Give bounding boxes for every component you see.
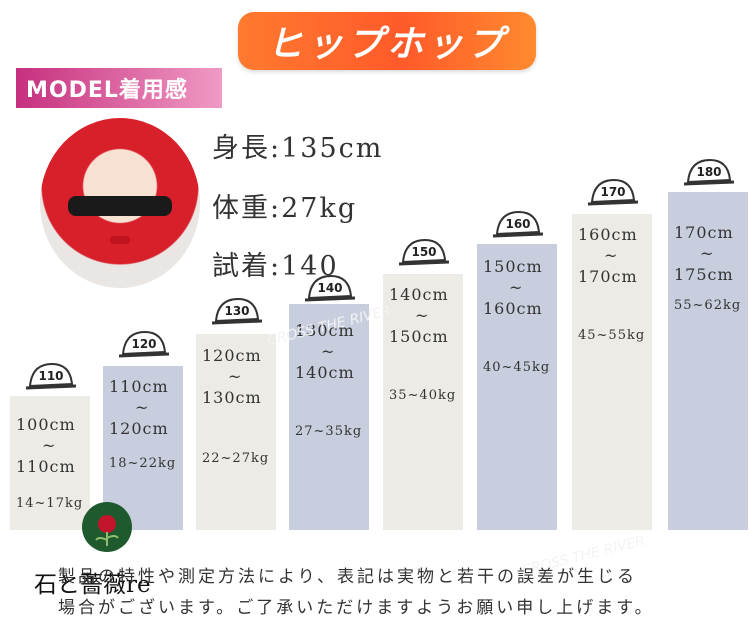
svg-text:110: 110 xyxy=(38,369,63,383)
size-column-150: 150 140cm ~150cm 35~40kg xyxy=(383,238,463,530)
model-tried-size: 試着:140 xyxy=(212,251,339,282)
svg-text:130: 130 xyxy=(224,304,249,318)
height-range: 110cm ~120cm xyxy=(109,377,169,438)
weight-range: 45~55kg xyxy=(578,328,646,343)
svg-text:180: 180 xyxy=(696,165,721,179)
size-bar xyxy=(289,304,369,530)
cap-icon: 170 xyxy=(587,178,639,206)
weight-range: 27~35kg xyxy=(295,424,363,439)
svg-text:140: 140 xyxy=(317,281,342,295)
size-bar xyxy=(10,396,90,530)
cap-icon: 120 xyxy=(118,330,170,358)
disclaimer-line-2: 場合がございます。ご了承いただけますようお願い申し上げます。 xyxy=(58,598,655,618)
size-column-170: 170 160cm ~170cm 45~55kg xyxy=(572,178,652,530)
size-column-160: 160 150cm ~160cm 40~45kg xyxy=(477,210,557,530)
size-bar xyxy=(196,334,276,530)
cap-icon: 130 xyxy=(211,297,263,325)
weight-range: 55~62kg xyxy=(674,298,742,313)
weight-range: 14~17kg xyxy=(16,496,84,511)
size-column-130: 130 120cm ~130cm 22~27kg xyxy=(196,297,276,530)
size-bar xyxy=(477,244,557,530)
cap-icon: 160 xyxy=(492,210,544,238)
lips-shape xyxy=(110,236,130,244)
cap-icon: 180 xyxy=(683,158,735,186)
size-bar xyxy=(383,274,463,530)
svg-text:150: 150 xyxy=(411,245,436,259)
model-weight: 体重:27kg xyxy=(212,193,358,224)
height-range: 140cm ~150cm xyxy=(389,285,449,346)
size-bar xyxy=(668,192,748,530)
cap-icon: 110 xyxy=(25,362,77,390)
model-tag-label: MODEL着用感 xyxy=(26,78,188,103)
sunglasses-shape xyxy=(68,196,172,216)
weight-range: 22~27kg xyxy=(202,451,270,466)
svg-text:160: 160 xyxy=(505,217,530,231)
height-range: 120cm ~130cm xyxy=(202,346,262,407)
title-banner: ヒップホップ xyxy=(238,12,536,70)
cap-icon: 150 xyxy=(398,238,450,266)
rose-logo-icon xyxy=(82,502,132,552)
weight-range: 40~45kg xyxy=(483,360,551,375)
model-photo xyxy=(40,118,200,288)
height-range: 160cm ~170cm xyxy=(578,225,638,286)
brand-logo-text: 石と薔薇re xyxy=(34,572,151,598)
weight-range: 35~40kg xyxy=(389,388,457,403)
banner-title: ヒップホップ xyxy=(266,24,507,65)
height-range: 100cm ~110cm xyxy=(16,415,76,476)
size-column-120: 120 110cm ~120cm 18~22kg xyxy=(103,330,183,530)
height-range: 150cm ~160cm xyxy=(483,257,543,318)
cap-icon: 140 xyxy=(304,274,356,302)
height-range: 130cm ~140cm xyxy=(295,321,355,382)
svg-text:170: 170 xyxy=(600,185,625,199)
weight-range: 18~22kg xyxy=(109,456,177,471)
size-column-180: 180 170cm ~175cm 55~62kg xyxy=(668,158,748,530)
size-bar xyxy=(572,214,652,530)
size-column-140: 140 130cm ~140cm 27~35kg xyxy=(289,274,369,530)
size-column-110: 110 100cm ~110cm 14~17kg xyxy=(10,360,90,530)
size-bar xyxy=(103,366,183,530)
disclaimer-line-1: 製品の特性や測定方法により、表記は実物と若干の誤差が生じる xyxy=(58,567,637,587)
svg-text:120: 120 xyxy=(131,337,156,351)
model-height: 身長:135cm xyxy=(212,133,384,164)
height-range: 170cm ~175cm xyxy=(674,223,734,284)
model-tag: MODEL着用感 xyxy=(16,68,222,108)
